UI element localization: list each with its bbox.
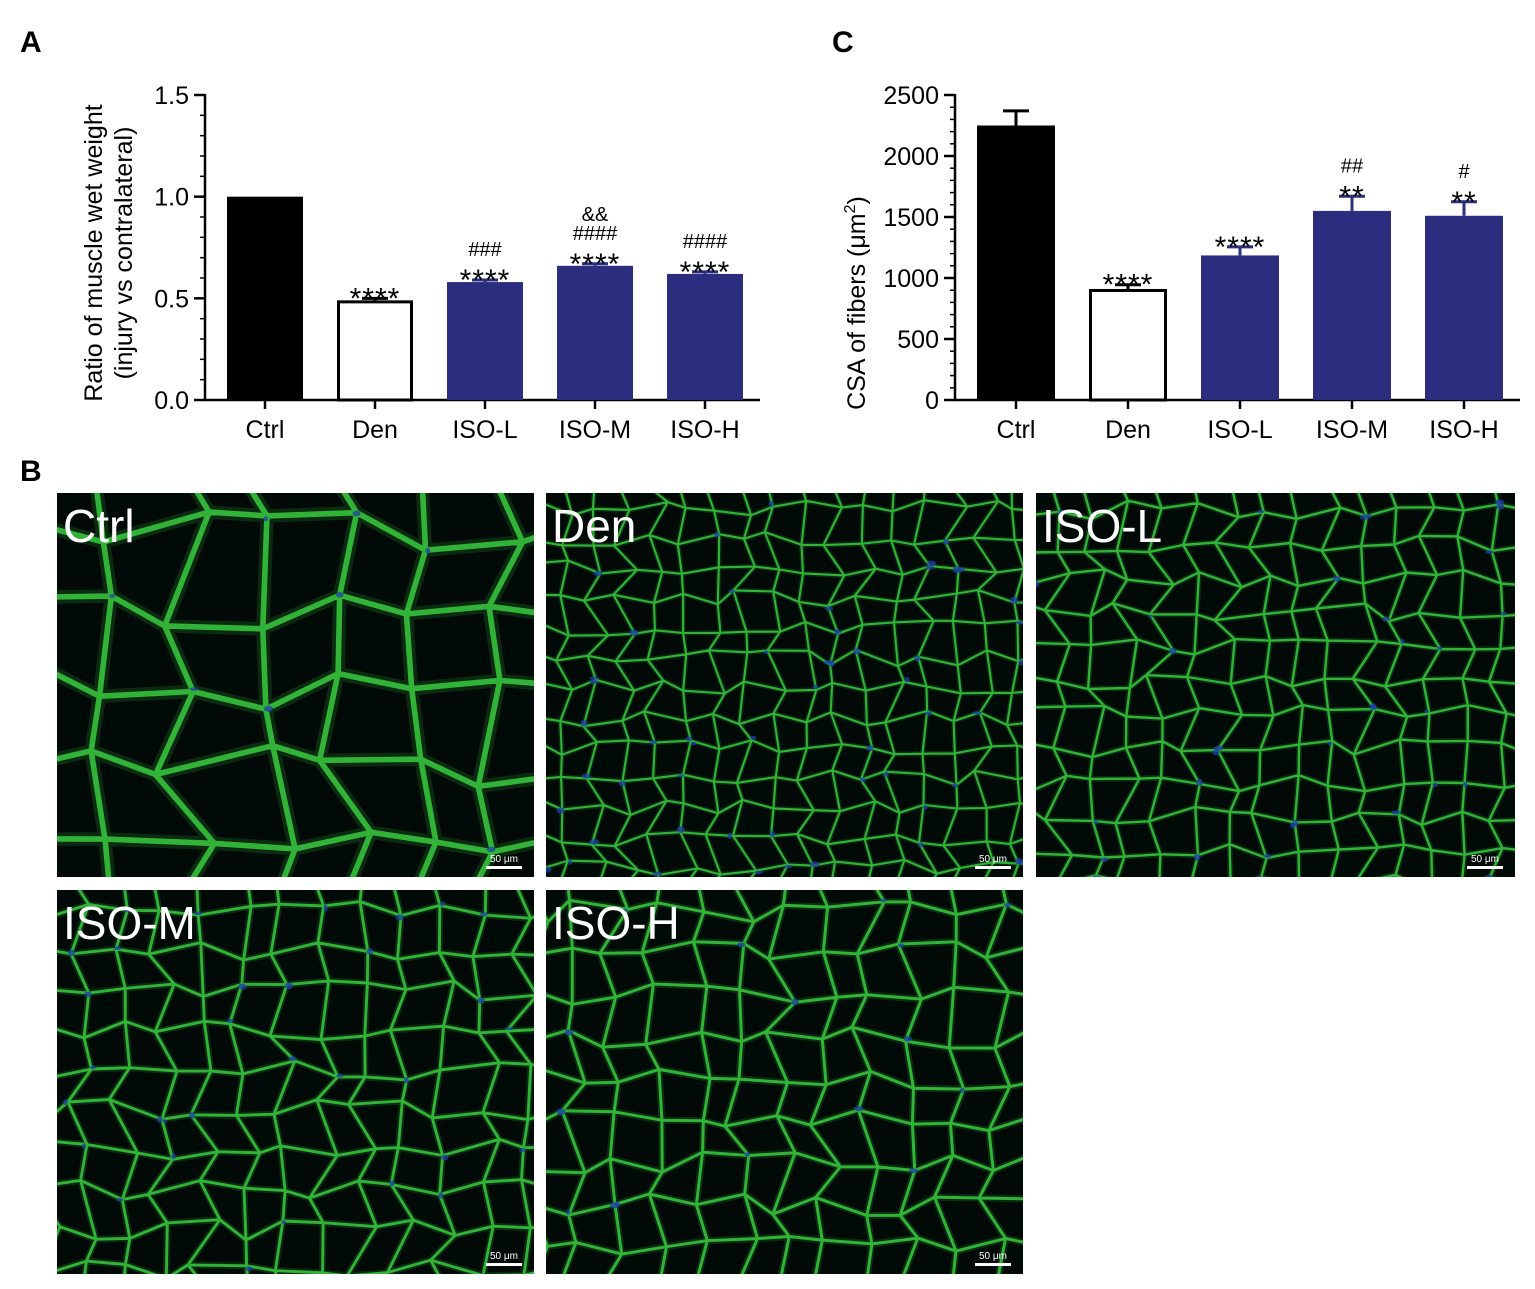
scalebar-ctrl: 50 μm (486, 854, 522, 869)
chart-c-bar-iso-l (1201, 255, 1279, 400)
chart-c-annotation-iso-h-1: # (1458, 161, 1470, 183)
chart-c-annotation-den-0: **** (1103, 269, 1154, 302)
micrograph-ctrl-image (57, 493, 534, 877)
chart-c-y-tick-label: 2000 (883, 143, 939, 171)
scalebar-ctrl-line (486, 866, 522, 869)
micrograph-iso-h-image (546, 890, 1023, 1274)
chart-a-annotation-iso-m-0: **** (570, 248, 621, 281)
chart-a-x-tick-label-iso-m: ISO-M (559, 416, 631, 444)
micrograph-iso-m: ISO-M 50 μm (57, 890, 534, 1274)
chart-a-y-tick-label: 1.5 (154, 82, 189, 110)
micrograph-den: Den 50 μm (546, 493, 1023, 877)
scalebar-ctrl-text: 50 μm (490, 854, 518, 865)
chart-a-y-tick-label: 1.0 (154, 184, 189, 212)
chart-c-x-tick-label-iso-h: ISO-H (1429, 416, 1498, 444)
scalebar-iso-m-line (486, 1263, 522, 1266)
chart-c-x-tick-label-ctrl: Ctrl (997, 416, 1036, 444)
scalebar-den: 50 μm (975, 854, 1011, 869)
chart-a-annotation-den-0: **** (350, 282, 401, 315)
chart-c-bar-den (1089, 288, 1167, 402)
chart-a-x-tick-label-iso-h: ISO-H (670, 416, 739, 444)
chart-c-y-tick-label: 1000 (883, 265, 939, 293)
chart-a-x-tick-label-iso-l: ISO-L (452, 416, 517, 444)
chart-c-y-tick-label: 0 (925, 387, 939, 415)
chart-c-annotation-iso-m-0: ** (1339, 180, 1364, 213)
scalebar-iso-h-line (975, 1263, 1011, 1266)
chart-c-x-tick-label-iso-l: ISO-L (1207, 416, 1272, 444)
micrograph-ctrl-label: Ctrl (63, 500, 135, 552)
chart-a-bar-ctrl (227, 196, 303, 400)
scalebar-iso-m: 50 μm (486, 1251, 522, 1266)
scalebar-iso-l: 50 μm (1467, 854, 1503, 869)
micrograph-iso-l-image (1036, 493, 1515, 877)
scalebar-iso-l-text: 50 μm (1471, 854, 1499, 865)
micrograph-iso-l: ISO-L 50 μm (1036, 493, 1515, 877)
chart-a-annotation-iso-l-0: **** (460, 264, 511, 297)
micrograph-den-label: Den (552, 500, 637, 552)
micrograph-iso-h-label: ISO-H (552, 897, 680, 949)
chart-a-muscle-weight-ratio: Ratio of muscle wet weight (injury vs co… (80, 82, 760, 444)
micrograph-ctrl: Ctrl 50 μm (57, 493, 534, 877)
micrograph-iso-l-label: ISO-L (1042, 500, 1163, 552)
chart-a-bar-den (337, 300, 413, 402)
chart-c-fiber-csa: CSA of fibers (μm2) 0 500 1000 1500 2000 2500… (842, 82, 1520, 444)
scalebar-den-line (975, 866, 1011, 869)
panel-label-b: B (20, 455, 42, 488)
chart-c-bar-ctrl (977, 125, 1055, 400)
chart-c-y-label: CSA of fibers (μm2) (842, 196, 871, 410)
chart-c-y-tick-label: 2500 (883, 82, 939, 110)
scalebar-iso-h-text: 50 μm (979, 1251, 1007, 1262)
chart-a-y-label-line2: (injury vs contralateral) (110, 127, 138, 380)
scalebar-iso-h: 50 μm (975, 1251, 1011, 1266)
scalebar-iso-m-text: 50 μm (490, 1251, 518, 1262)
chart-a-annotation-iso-l-1: ### (468, 239, 502, 261)
micrograph-den-image (546, 493, 1023, 877)
chart-a-y-tick-label: 0.5 (154, 285, 189, 313)
scalebar-den-text: 50 μm (979, 854, 1007, 865)
chart-a-annotation-iso-h-0: **** (680, 256, 731, 289)
chart-c-annotation-iso-l-0: **** (1215, 231, 1266, 264)
chart-a-bar-iso-h (667, 273, 743, 400)
micrograph-iso-m-image (57, 890, 534, 1274)
chart-a-y-label-line1: Ratio of muscle wet weight (80, 104, 108, 401)
micrograph-iso-h: ISO-H 50 μm (546, 890, 1023, 1274)
chart-a-x-tick-label-ctrl: Ctrl (246, 416, 285, 444)
chart-c-x-tick-label-iso-m: ISO-M (1316, 416, 1388, 444)
micrograph-iso-m-label: ISO-M (63, 897, 196, 949)
panel-label-a: A (20, 26, 42, 59)
chart-c-bar-iso-m (1313, 210, 1391, 400)
chart-a-bar-iso-l (447, 282, 523, 400)
scalebar-iso-l-line (1467, 866, 1503, 869)
chart-a-bar-iso-m (557, 265, 633, 400)
chart-a-annotation-iso-m-1: #### (573, 223, 618, 245)
chart-c-x-tick-label-den: Den (1105, 416, 1151, 444)
chart-a-x-tick-label-den: Den (352, 416, 398, 444)
chart-a-annotation-iso-h-1: #### (683, 231, 728, 253)
chart-c-annotation-iso-m-1: ## (1341, 155, 1364, 177)
chart-a-y-tick-label: 0.0 (154, 387, 189, 415)
chart-c-annotation-iso-h-0: ** (1451, 186, 1476, 219)
chart-c-bar-iso-h (1425, 215, 1503, 400)
panel-label-c: C (832, 26, 854, 59)
chart-c-y-tick-label: 1500 (883, 204, 939, 232)
chart-c-y-tick-label: 500 (897, 326, 939, 354)
chart-a-annotation-iso-m-2: && (582, 204, 609, 226)
